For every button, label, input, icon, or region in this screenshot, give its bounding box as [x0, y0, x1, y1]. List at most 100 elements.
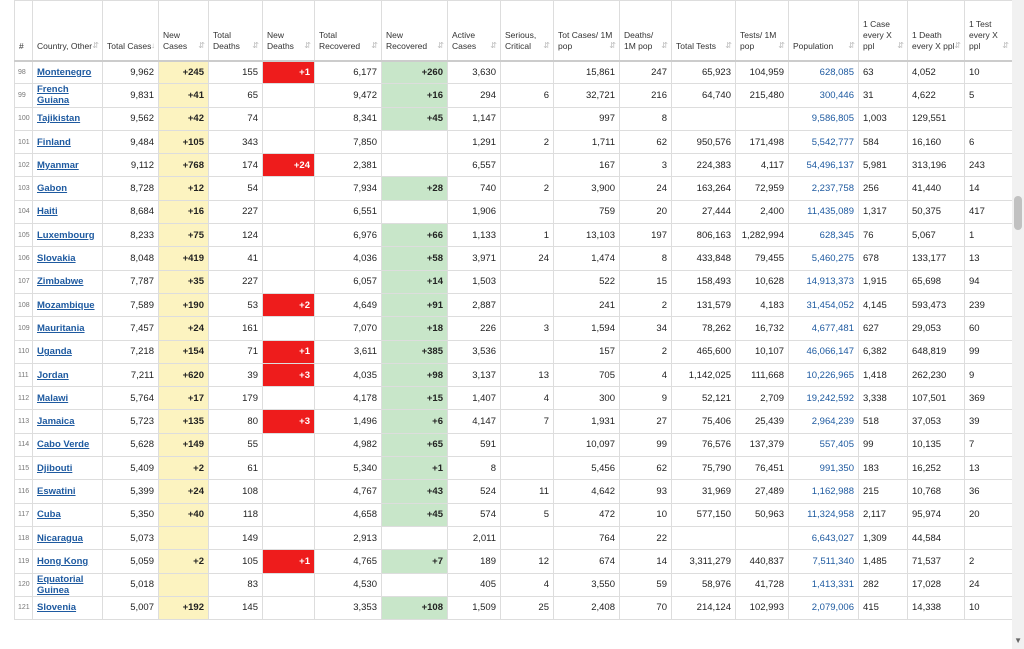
population-link[interactable]: 19,242,592 — [806, 392, 854, 404]
cell-total_cases: 7,589 — [102, 292, 159, 318]
country-link[interactable]: Slovakia — [37, 253, 76, 265]
column-header-total_deaths[interactable]: Total Deaths ⇵ — [208, 0, 263, 62]
country-link[interactable]: Myanmar — [37, 159, 79, 171]
population-link[interactable]: 2,237,758 — [811, 183, 854, 195]
population-link[interactable]: 46,066,147 — [806, 346, 854, 358]
population-link[interactable]: 54,496,137 — [806, 159, 854, 171]
country-link[interactable]: Zimbabwe — [37, 276, 84, 288]
column-header-total_cases[interactable]: Total Cases ↓ — [102, 0, 159, 62]
sort-arrows-icon[interactable]: ⇵ — [778, 40, 785, 50]
column-header-active[interactable]: Active Cases ⇵ — [447, 0, 501, 62]
sort-arrows-icon[interactable]: ⇵ — [848, 40, 855, 50]
country-link[interactable]: Uganda — [37, 346, 72, 358]
population-link[interactable]: 14,913,373 — [806, 276, 854, 288]
country-link[interactable]: Luxembourg — [37, 229, 95, 241]
cell-critical: 4 — [500, 572, 554, 597]
sort-arrows-icon[interactable]: ⇵ — [92, 40, 99, 50]
cell-new_cases: +42 — [158, 106, 209, 131]
column-header-tests_1m[interactable]: Tests/ 1M pop ⇵ — [735, 0, 789, 62]
population-link[interactable]: 6,643,027 — [811, 532, 854, 544]
cell-deaths_1m: 15 — [619, 269, 672, 294]
column-header-case_every[interactable]: 1 Case every X ppl ⇵ — [858, 0, 908, 62]
column-header-new_cases[interactable]: New Cases ⇵ — [158, 0, 209, 62]
country-link[interactable]: Tajikistan — [37, 113, 81, 125]
country-link[interactable]: Montenegro — [37, 66, 92, 78]
column-header-new_deaths[interactable]: New Deaths ⇵ — [262, 0, 315, 62]
column-header-population[interactable]: Population ⇵ — [788, 0, 859, 62]
sort-arrows-icon[interactable]: ⇵ — [954, 40, 961, 50]
table-row: 121 Slovenia 5,007 +192 145 3,353 +108 1,509 25 2… — [14, 595, 1012, 621]
population-link[interactable]: 31,454,052 — [806, 299, 854, 311]
cell-new_deaths: +2 — [262, 292, 315, 318]
population-link[interactable]: 9,586,805 — [811, 113, 854, 125]
country-link[interactable]: Finland — [37, 136, 71, 148]
population-link[interactable]: 7,511,340 — [812, 555, 854, 567]
sort-arrows-icon[interactable]: ⇵ — [304, 40, 311, 50]
cell-new_cases: +768 — [158, 153, 209, 178]
sort-arrows-icon[interactable]: ⇵ — [371, 40, 378, 50]
population-link[interactable]: 5,460,275 — [811, 253, 854, 265]
scrollbar-thumb[interactable] — [1014, 196, 1022, 230]
column-header-country[interactable]: Country, Other ⇵ — [32, 0, 103, 62]
sort-arrows-icon[interactable]: ↓ — [151, 40, 155, 50]
column-header-rank[interactable]: # — [14, 0, 33, 62]
country-link[interactable]: Mozambique — [37, 299, 95, 311]
country-link[interactable]: Jordan — [37, 369, 69, 381]
country-link[interactable]: Mauritania — [37, 322, 85, 334]
population-link[interactable]: 991,350 — [819, 462, 854, 474]
country-link[interactable]: Jamaica — [37, 416, 75, 428]
sort-arrows-icon[interactable]: ⇵ — [198, 40, 205, 50]
country-link[interactable]: Equatorial Guinea — [37, 573, 84, 596]
cell-active: 1,906 — [447, 199, 501, 225]
column-header-critical[interactable]: Serious, Critical ⇵ — [500, 0, 554, 62]
country-link[interactable]: Gabon — [37, 183, 68, 195]
population-link[interactable]: 300,446 — [819, 89, 854, 101]
cell-test_every: 10 — [964, 595, 1012, 621]
sort-arrows-icon[interactable]: ⇵ — [543, 40, 550, 50]
population-link[interactable]: 2,079,006 — [811, 602, 854, 614]
population-link[interactable]: 1,162,988 — [811, 485, 854, 497]
country-link[interactable]: Nicaragua — [37, 532, 83, 544]
column-header-deaths_1m[interactable]: Deaths/ 1M pop ⇵ — [619, 0, 672, 62]
country-link[interactable]: Hong Kong — [37, 555, 89, 567]
cell-total_tests — [671, 525, 736, 551]
cell-new_cases: +2 — [158, 456, 209, 481]
vertical-scrollbar[interactable]: ▼ — [1012, 0, 1024, 649]
sort-arrows-icon[interactable]: ⇵ — [725, 40, 732, 50]
column-header-new_recovered[interactable]: New Recovered ⇵ — [381, 0, 448, 62]
column-header-total_recovered[interactable]: Total Recovered ⇵ — [314, 0, 382, 62]
country-link[interactable]: Malawi — [37, 392, 69, 404]
population-link[interactable]: 628,345 — [819, 229, 854, 241]
population-link[interactable]: 11,324,958 — [807, 509, 854, 521]
column-header-test_every[interactable]: 1 Test every X ppl ⇵ — [964, 0, 1012, 62]
cell-death_every: 95,974 — [907, 502, 965, 527]
sort-arrows-icon[interactable]: ⇵ — [437, 40, 444, 50]
population-link[interactable]: 10,226,965 — [806, 369, 854, 381]
population-link[interactable]: 1,413,331 — [811, 579, 854, 591]
sort-arrows-icon[interactable]: ⇵ — [661, 40, 668, 50]
population-link[interactable]: 11,435,089 — [807, 206, 854, 218]
population-link[interactable]: 557,405 — [819, 439, 854, 451]
column-header-cases_1m[interactable]: Tot Cases/ 1M pop ⇵ — [553, 0, 620, 62]
sort-arrows-icon[interactable]: ⇵ — [897, 40, 904, 50]
column-header-label: New Deaths — [267, 29, 294, 51]
scroll-down-arrow-icon[interactable]: ▼ — [1014, 636, 1022, 645]
country-link[interactable]: Cabo Verde — [37, 439, 90, 451]
country-link[interactable]: Eswatini — [37, 485, 76, 497]
country-link[interactable]: Haiti — [37, 206, 58, 218]
country-link[interactable]: French Guiana — [37, 84, 70, 107]
column-header-death_every[interactable]: 1 Death every X ppl ⇵ — [907, 0, 965, 62]
sort-arrows-icon[interactable]: ⇵ — [1002, 40, 1009, 50]
country-link[interactable]: Cuba — [37, 509, 61, 521]
population-link[interactable]: 5,542,777 — [811, 136, 854, 148]
cell-critical: 12 — [500, 549, 554, 574]
country-link[interactable]: Slovenia — [37, 602, 77, 614]
sort-arrows-icon[interactable]: ⇵ — [490, 40, 497, 50]
population-link[interactable]: 628,085 — [819, 66, 854, 78]
country-link[interactable]: Djibouti — [37, 462, 73, 474]
population-link[interactable]: 2,964,239 — [811, 416, 854, 428]
sort-arrows-icon[interactable]: ⇵ — [252, 40, 259, 50]
population-link[interactable]: 4,677,481 — [811, 322, 854, 334]
column-header-total_tests[interactable]: Total Tests ⇵ — [671, 0, 736, 62]
sort-arrows-icon[interactable]: ⇵ — [609, 40, 616, 50]
